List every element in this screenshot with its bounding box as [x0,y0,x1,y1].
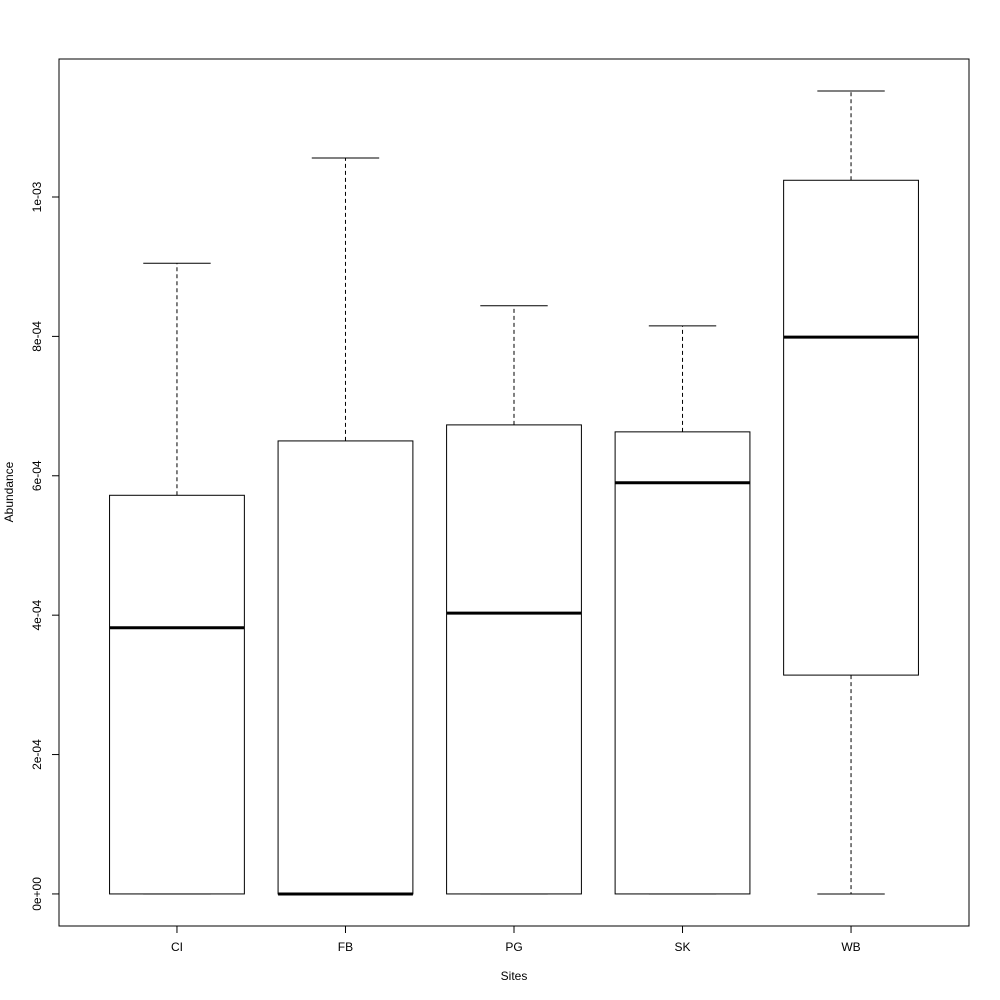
x-tick-label: FB [338,940,353,954]
box [614,431,751,895]
y-tick-label: 2e-04 [30,739,44,770]
box [109,494,245,895]
x-tick-label: SK [675,940,691,954]
x-axis-label: Sites [501,969,528,983]
y-axis-label: Abundance [2,461,16,522]
y-tick-label: 4e-04 [30,599,44,630]
x-tick-label: WB [841,940,860,954]
x-tick-label: PG [505,940,522,954]
x-tick-label: CI [171,940,183,954]
box [783,179,919,676]
y-tick-label: 1e-03 [30,181,44,212]
y-tick-label: 0e+00 [30,877,44,911]
box [277,440,414,895]
y-tick-label: 6e-04 [30,460,44,491]
box [446,424,582,895]
y-tick-label: 8e-04 [30,321,44,352]
